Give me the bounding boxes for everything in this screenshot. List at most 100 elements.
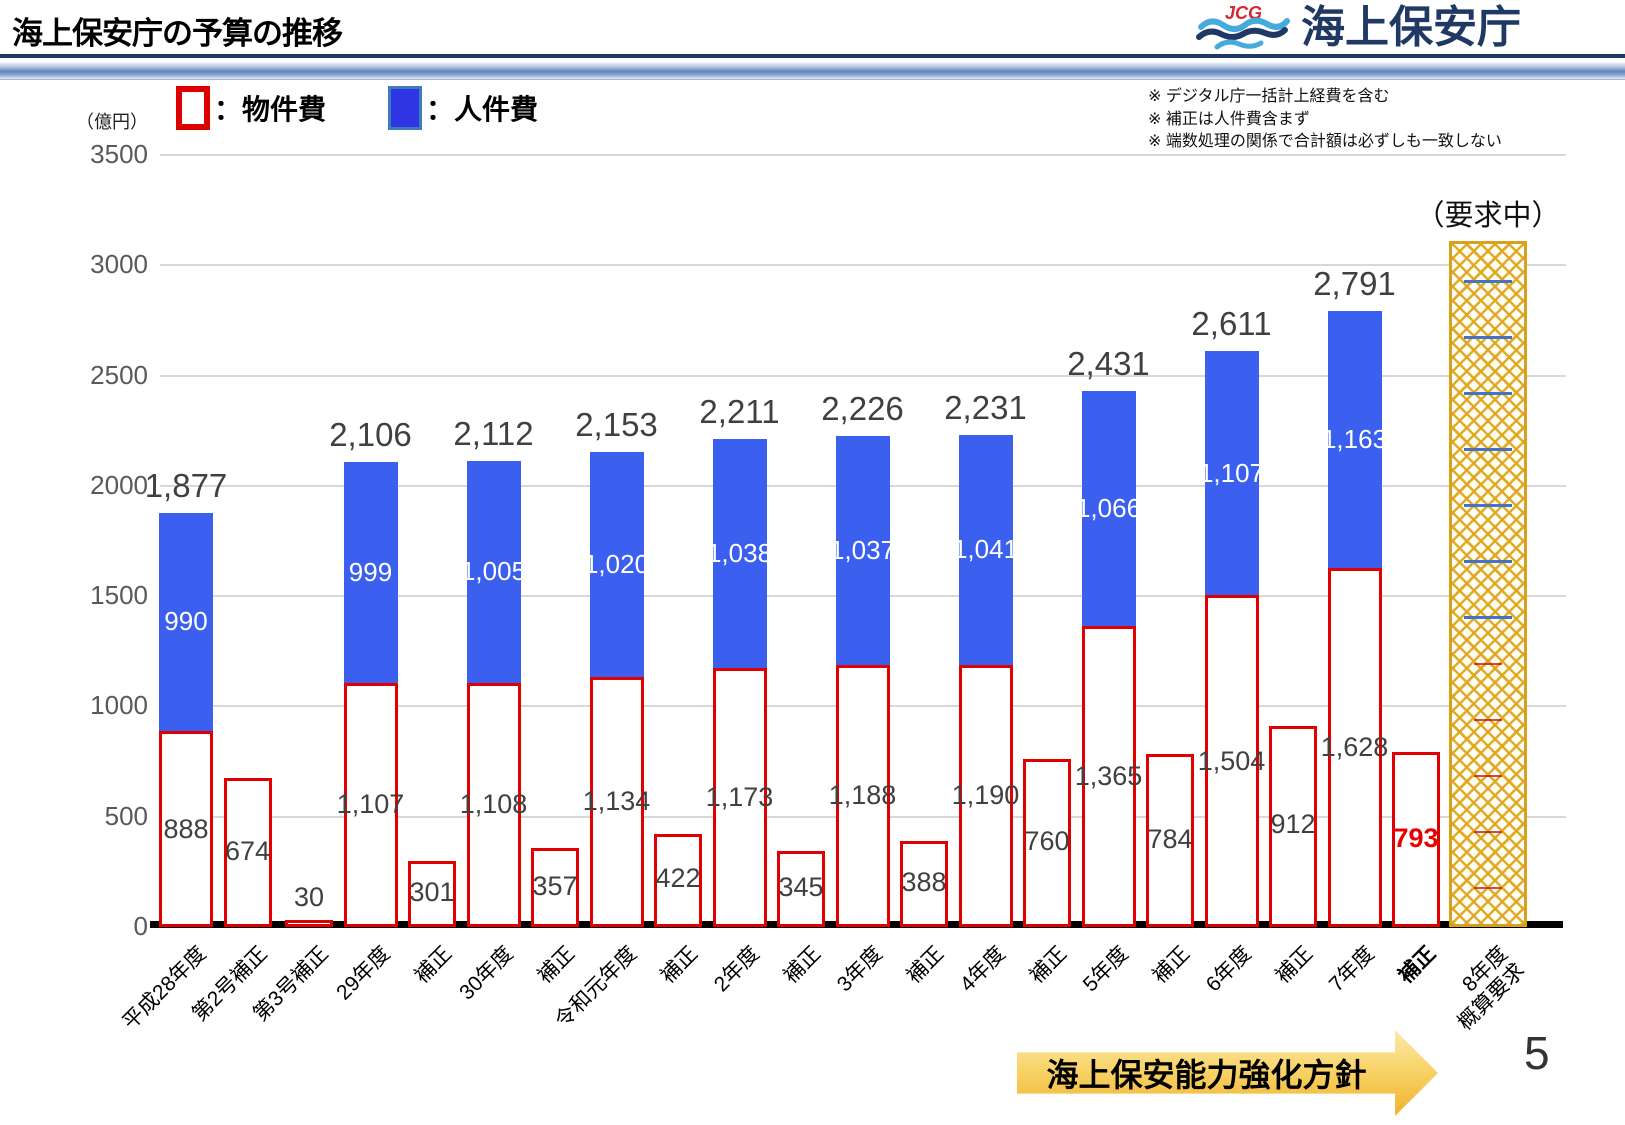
hosei-bar [285,920,333,927]
hosei-bar-label: 357 [532,870,578,901]
agency-name: 海上保安庁 [1301,3,1521,52]
y-axis-tick-label: 1000 [90,690,148,721]
y-axis-tick-label: 0 [133,911,148,941]
x-axis-label: 補正 [1148,942,1195,988]
x-axis-label: 補正 [779,942,826,988]
jinkenhi-bar-segment: 1,038 [707,439,772,669]
jinkenhi-bar-segment: 1,066 [1076,390,1141,626]
x-axis-label: 2年度 [709,942,764,997]
agency-logo: JCG 海上保安庁 [1195,2,1521,61]
x-axis-label: 5年度 [1078,942,1133,997]
gridline [160,264,1566,267]
hosei-bar [223,778,272,927]
bukkenhi-bar-segment: 1,365 [1075,625,1142,927]
gridline [160,154,1566,156]
hosei-bar-label: 345 [778,871,824,902]
hosei-bar [408,860,456,927]
x-axis-label: 8年度 概算要求 [1437,942,1531,1036]
request-bar-masked-lines [1463,280,1513,634]
bar-total-label: 2,226 [821,390,904,428]
x-axis-label: 3年度 [832,942,887,997]
bukkenhi-bar-segment: 1,504 [1198,595,1265,927]
x-axis-label: 補正 [1271,942,1318,988]
x-axis-label: 平成28年度 [118,942,211,1035]
y-axis-tick-label: 2000 [90,469,148,500]
footnote-2: ※ 補正は人件費含まず [1148,110,1310,128]
y-axis-tick-label: 3500 [90,139,148,169]
y-axis-unit-label: （億円） [76,112,148,132]
bukkenhi-bar-segment: 1,107 [337,682,404,927]
jinkenhi-legend-label: ：人件費 [426,94,539,125]
x-axis-label: 補正 [410,942,457,988]
bukkenhi-bar-segment: 1,188 [829,664,896,927]
jinkenhi-bar-segment: 990 [159,512,213,732]
hosei-bar [1023,759,1071,927]
page-number: 5 [1524,1027,1550,1079]
bukkenhi-bar-segment: 1,190 [952,664,1019,927]
hosei-bar-label: 760 [1024,826,1070,857]
y-axis-tick-label: 1500 [90,580,148,611]
y-axis-tick-label: 3000 [90,249,148,280]
hosei-bar [777,850,825,927]
hosei-bar [1392,752,1440,927]
hosei-bar-label: 301 [409,876,455,907]
bar-total-label: 2,153 [575,405,658,443]
jinkenhi-bar-segment: 1,041 [953,434,1018,665]
bar-total-label: 2,211 [699,393,780,431]
jinkenhi-bar-segment: 1,107 [1199,351,1264,596]
page-title: 海上保安庁の予算の推移 [12,16,343,51]
footnote-3: ※ 端数処理の関係で合計額は必ずしも一致しない [1148,133,1502,151]
footnote-1: ※ デジタル庁一括計上経費を含む [1148,88,1390,105]
hosei-bar [654,833,702,927]
x-axis-label: 29年度 [332,942,395,1005]
hosei-bar-label: 30 [293,882,325,913]
bukkenhi-bar-segment: 1,134 [583,676,650,927]
jinkenhi-bar-segment: 1,037 [830,436,895,665]
jinkenhi-bar-segment: 1,020 [584,451,649,677]
x-axis-label: 補正 [902,942,949,988]
x-axis-label: 4年度 [955,942,1010,997]
bukkenhi-legend-label: ：物件費 [214,94,327,125]
hosei-bar [531,848,579,927]
jinkenhi-bar-segment: 1,163 [1322,311,1387,568]
jinkenhi-bar-segment: 999 [343,462,398,683]
hosei-bar [1269,725,1317,927]
hosei-bar-label: 784 [1147,823,1193,854]
bukkenhi-bar-segment: 1,108 [460,682,527,927]
x-axis-label: 補正 [656,942,703,988]
bukkenhi-bar-segment: 888 [159,731,213,927]
hosei-bar [1146,754,1194,927]
legend: ：物件費 ：人件費 [176,86,538,130]
bukkenhi-legend-swatch [176,86,210,130]
request-bar-hatched [1449,241,1527,927]
bar-total-label: 1,877 [144,466,228,504]
jcg-wave-logo-icon: JCG [1195,2,1291,61]
bukkenhi-bar-segment: 1,173 [706,668,773,927]
x-axis-label: 補正 [1394,942,1441,988]
request-status-label: （要求中） [1415,200,1561,232]
bar-total-label: 2,611 [1191,305,1272,343]
hosei-bar-label: 388 [901,867,947,898]
bar-total-label: 2,791 [1313,265,1396,303]
x-axis-label: 補正 [1025,942,1072,988]
hosei-bar-label: 912 [1270,809,1316,840]
y-axis-tick-label: 500 [104,800,148,831]
x-axis-label: 30年度 [455,942,518,1005]
hosei-bar-label: 422 [655,863,701,894]
bar-total-label: 2,106 [329,416,412,454]
bar-total-label: 2,231 [944,388,1027,426]
jinkenhi-legend-swatch [388,86,423,130]
bukkenhi-bar-segment: 1,628 [1321,567,1388,927]
footnotes: ※ デジタル庁一括計上経費を含む ※ 補正は人件費含まず ※ 端数処理の関係で合… [1148,86,1502,154]
hosei-bar-label: 674 [224,835,271,866]
x-axis-label: 7年度 [1324,942,1379,997]
jinkenhi-bar-segment: 1,005 [461,460,526,683]
header-navy-rule [0,54,1625,58]
x-axis-label: 6年度 [1201,942,1256,997]
hosei-bar [900,841,948,927]
x-axis-label: 補正 [533,942,580,988]
request-bar-masked-lines-lower [1473,663,1503,908]
policy-banner-label: 海上保安能力強化方針 [1046,1057,1367,1093]
